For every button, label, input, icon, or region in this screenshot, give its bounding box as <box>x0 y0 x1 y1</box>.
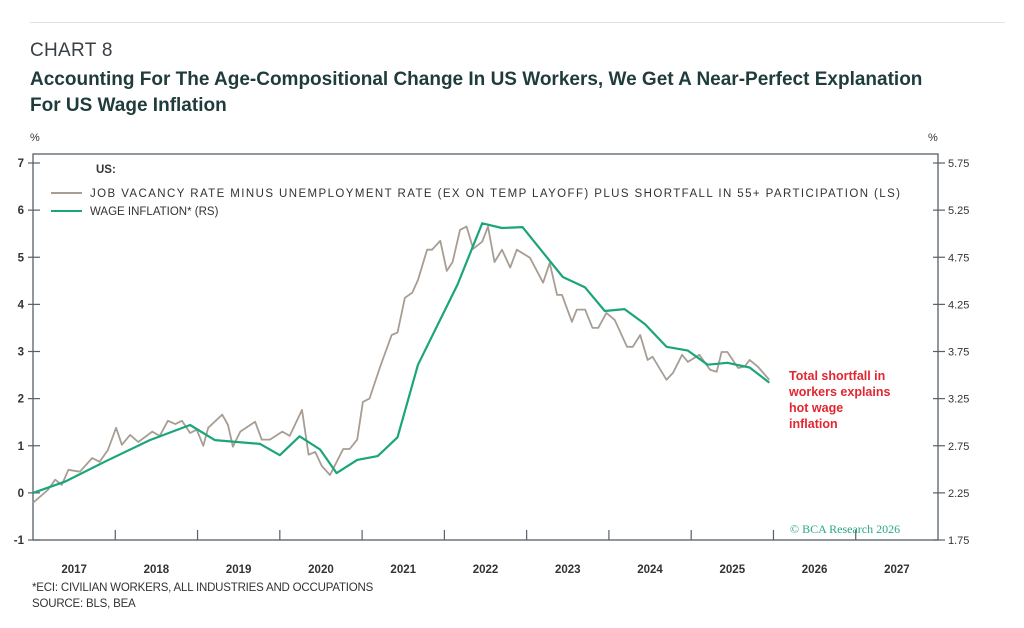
x-tick-label: 2024 <box>637 564 663 576</box>
x-tick-label: 2025 <box>720 564 746 576</box>
annotation-line: inflation <box>789 417 838 431</box>
right-tick-label: 1.75 <box>948 535 969 547</box>
wage-inflation-line <box>32 222 770 494</box>
right-tick-label: 4.75 <box>948 252 969 264</box>
left-tick-label: 2 <box>18 394 24 406</box>
annotation-line: hot wage <box>789 401 843 415</box>
left-tick-label: 0 <box>18 488 24 500</box>
x-tick-label: 2027 <box>884 564 910 576</box>
x-tick-label: 2020 <box>308 564 334 576</box>
x-tick-label: 2018 <box>144 564 170 576</box>
x-tick-label: 2026 <box>802 564 828 576</box>
left-tick-label: 5 <box>18 252 25 264</box>
right-tick-label: 2.25 <box>948 488 969 500</box>
right-tick-label: 3.25 <box>948 394 969 406</box>
x-tick-label: 2022 <box>473 564 499 576</box>
job-vacancy-line <box>32 225 770 504</box>
left-tick-label: 3 <box>18 347 24 359</box>
plot-frame <box>32 153 939 541</box>
left-tick-label: 4 <box>18 299 25 311</box>
left-tick-label: 6 <box>18 205 24 217</box>
x-tick-label: 2017 <box>61 564 87 576</box>
x-tick-label: 2021 <box>390 564 416 576</box>
right-tick-label: 2.75 <box>948 441 969 453</box>
chart-number: CHART 8 <box>30 40 113 61</box>
top-divider <box>30 22 1005 23</box>
footnote: *ECI: CIVILIAN WORKERS, ALL INDUSTRIES A… <box>32 582 374 594</box>
legend-label: JOB VACANCY RATE MINUS UNEMPLOYMENT RATE… <box>90 188 900 200</box>
left-tick-label: 7 <box>18 158 24 170</box>
right-tick-label: 4.25 <box>948 299 969 311</box>
annotation-line: workers explains <box>788 385 890 399</box>
annotation-line: Total shortfall in <box>789 369 885 383</box>
x-tick-label: 2019 <box>226 564 252 576</box>
left-tick-label: -1 <box>14 535 25 547</box>
source-note: SOURCE: BLS, BEA <box>32 598 136 610</box>
left-axis-unit: % <box>30 132 40 144</box>
right-tick-label: 5.25 <box>948 205 969 217</box>
right-tick-label: 5.75 <box>948 158 969 170</box>
watermark: © BCA Research 2026 <box>790 522 900 536</box>
right-axis-unit: % <box>928 132 938 144</box>
legend-label: WAGE INFLATION* (RS) <box>90 206 219 218</box>
left-tick-label: 1 <box>18 441 25 453</box>
x-tick-label: 2023 <box>555 564 581 576</box>
right-tick-label: 3.75 <box>948 347 969 359</box>
legend-title: US: <box>96 164 116 176</box>
chart-title: Accounting For The Age-Compositional Cha… <box>30 69 923 116</box>
